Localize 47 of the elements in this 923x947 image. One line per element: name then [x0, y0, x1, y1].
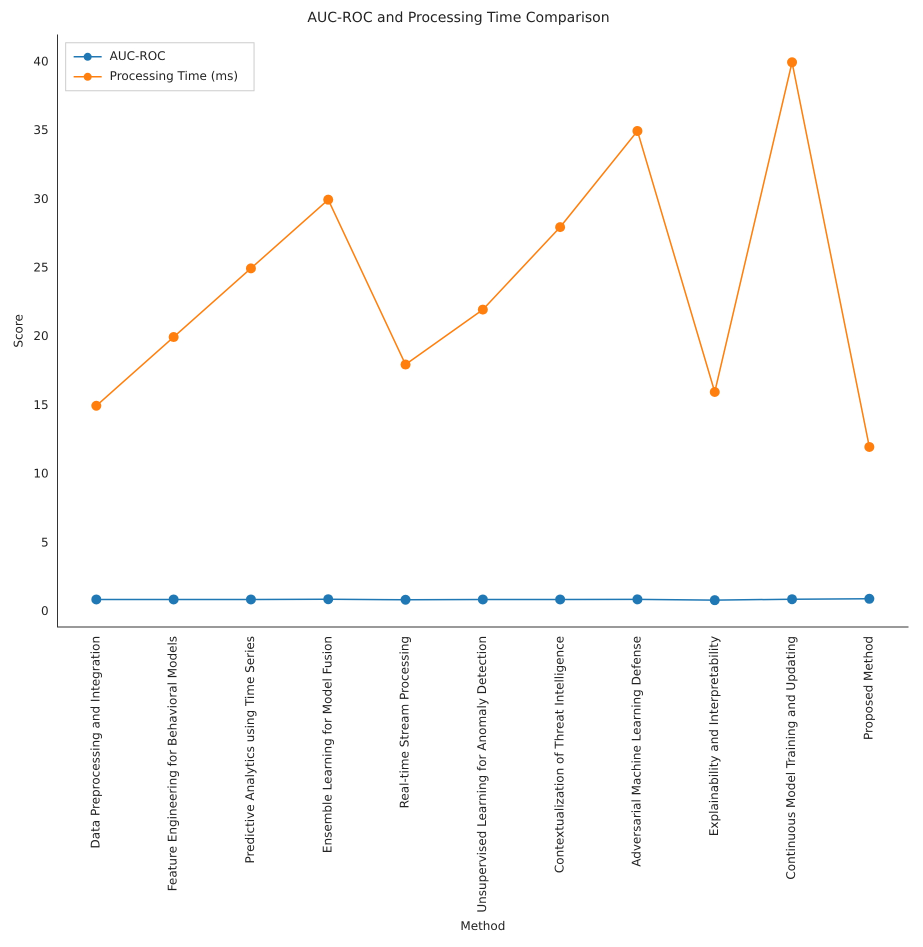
point — [710, 387, 720, 398]
x-tick-label: Proposed Method — [861, 636, 876, 740]
point — [246, 263, 256, 274]
x-tick-label: Real-time Stream Processing — [398, 636, 412, 808]
x-tick-label: Feature Engineering for Behavioral Models — [166, 636, 180, 892]
point — [323, 194, 334, 205]
point — [787, 594, 798, 604]
point — [168, 594, 179, 604]
point — [787, 57, 798, 68]
x-tick-label: Continuous Model Training and Updating — [784, 636, 798, 880]
x-tick-label: Contextualization of Threat Intelligence — [552, 636, 566, 874]
x-axis-title: Method — [460, 918, 506, 933]
point — [323, 594, 334, 604]
point — [168, 332, 179, 342]
y-tick-label: 5 — [41, 535, 49, 550]
y-tick-label: 15 — [33, 398, 49, 412]
point — [478, 594, 488, 604]
point — [91, 594, 102, 604]
point — [555, 594, 566, 604]
y-tick-label: 0 — [41, 604, 49, 618]
point — [864, 594, 874, 604]
y-tick-label: 10 — [33, 466, 49, 481]
point — [632, 126, 642, 136]
y-tick-label: 35 — [33, 123, 49, 138]
x-tick-label: Adversarial Machine Learning Defense — [630, 636, 644, 867]
y-tick-label: 30 — [33, 192, 49, 206]
point — [400, 594, 411, 605]
x-tick-label: Predictive Analytics using Time Series — [243, 636, 258, 864]
x-tick-label: Unsupervised Learning for Anomaly Detection — [474, 636, 489, 913]
y-tick-label: 40 — [33, 54, 49, 68]
x-tick-label: Ensemble Learning for Model Fusion — [320, 636, 334, 854]
point — [91, 400, 102, 411]
point — [864, 442, 874, 452]
point — [555, 222, 566, 232]
point — [710, 595, 720, 606]
point — [400, 360, 411, 370]
chart-title: AUC-ROC and Processing Time Comparison — [307, 10, 610, 26]
point — [632, 594, 642, 604]
y-tick-label: 20 — [33, 329, 49, 344]
y-axis-title: Score — [11, 314, 26, 348]
y-tick-label: 25 — [33, 260, 49, 274]
point — [478, 304, 488, 315]
legend-label: AUC-ROC — [110, 48, 166, 63]
legend-label: Processing Time (ms) — [110, 68, 238, 83]
x-tick-label: Data Preprocessing and Integration — [88, 636, 102, 848]
point — [246, 594, 256, 604]
x-tick-label: Explainability and Interpretability — [706, 636, 721, 836]
